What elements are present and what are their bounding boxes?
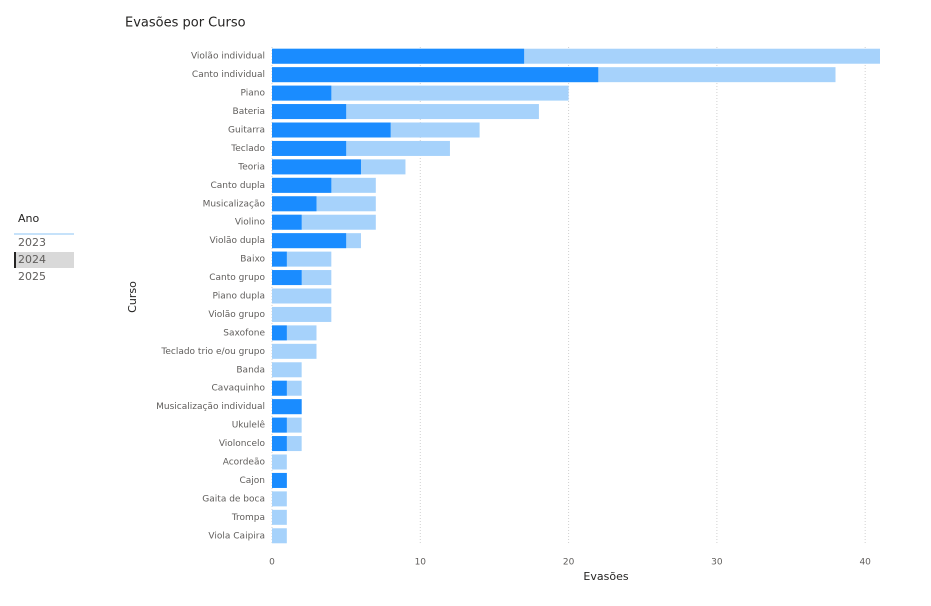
bar[interactable] (272, 196, 317, 212)
y-axis-label: Curso (126, 281, 139, 313)
bar[interactable] (272, 436, 287, 452)
chart-title: Evasões por Curso (125, 16, 246, 31)
y-tick-label: Gaita de boca (202, 494, 265, 504)
bar[interactable] (272, 270, 302, 286)
y-tick-label: Guitarra (228, 126, 265, 136)
bar[interactable] (272, 454, 287, 470)
y-tick-label: Canto individual (192, 70, 265, 80)
y-tick-label: Cavaquinho (212, 384, 266, 394)
y-tick-label: Violão dupla (210, 236, 266, 246)
bar[interactable] (272, 380, 287, 396)
bar[interactable] (272, 67, 599, 83)
y-tick-label: Banda (236, 365, 265, 375)
bar[interactable] (272, 288, 332, 304)
x-tick-label: 10 (415, 558, 427, 568)
bar[interactable] (272, 251, 332, 267)
bar[interactable] (272, 362, 302, 378)
slicer-selected-bg (14, 252, 74, 268)
bar[interactable] (272, 233, 347, 249)
y-tick-label: Piano dupla (213, 292, 265, 302)
bar[interactable] (272, 177, 332, 193)
year-slicer: Ano (14, 212, 74, 235)
bar[interactable] (272, 140, 347, 156)
bar[interactable] (272, 509, 287, 525)
y-tick-label: Viola Caipira (208, 531, 265, 541)
x-tick-label: 20 (563, 558, 575, 568)
slicer-item[interactable]: 2025 (18, 270, 46, 283)
y-tick-label: Violão individual (191, 52, 265, 62)
y-tick-label: Teclado trio e/ou grupo (160, 347, 265, 357)
y-tick-label: Ukulelê (232, 420, 266, 431)
bar[interactable] (272, 48, 525, 64)
x-axis-label: Evasões (583, 570, 628, 583)
y-tick-label: Violão grupo (208, 310, 265, 320)
bar[interactable] (272, 343, 317, 359)
y-tick-label: Musicalização (203, 199, 266, 209)
y-tick-label: Musicalização individual (156, 402, 265, 412)
slicer-selected-bar (14, 252, 16, 268)
bar[interactable] (272, 528, 287, 544)
y-tick-label: Piano (241, 89, 266, 99)
y-tick-label: Canto dupla (210, 181, 265, 191)
bar[interactable] (272, 417, 287, 433)
slicer-item[interactable]: 2023 (18, 236, 46, 249)
x-tick-label: 0 (269, 558, 275, 568)
y-tick-label: Acordeão (223, 458, 266, 468)
y-tick-label: Teclado (230, 144, 265, 154)
bar[interactable] (272, 472, 287, 488)
bar[interactable] (272, 85, 332, 101)
y-tick-label: Baixo (240, 255, 265, 265)
y-tick-label: Cajon (239, 476, 265, 486)
slicer-item[interactable]: 2024 (18, 253, 46, 266)
bar[interactable] (272, 325, 287, 341)
bar[interactable] (272, 214, 302, 230)
y-tick-label: Teoria (237, 162, 265, 172)
y-tick-label: Violino (235, 218, 266, 228)
y-tick-label: Saxofone (223, 328, 265, 338)
bar[interactable] (272, 306, 332, 322)
x-tick-label: 30 (711, 558, 723, 568)
slicer-title: Ano (18, 212, 39, 225)
bar[interactable] (272, 122, 391, 138)
bar[interactable] (272, 104, 347, 120)
y-tick-label: Canto grupo (209, 273, 265, 283)
y-tick-label: Violoncelo (219, 439, 266, 449)
y-tick-label: Trompa (231, 513, 265, 523)
x-tick-label: 40 (859, 558, 871, 568)
bar[interactable] (272, 159, 361, 175)
bar[interactable] (272, 491, 287, 507)
bar[interactable] (272, 85, 569, 101)
bar[interactable] (272, 399, 302, 415)
y-tick-label: Bateria (233, 107, 265, 117)
bar[interactable] (272, 251, 287, 267)
